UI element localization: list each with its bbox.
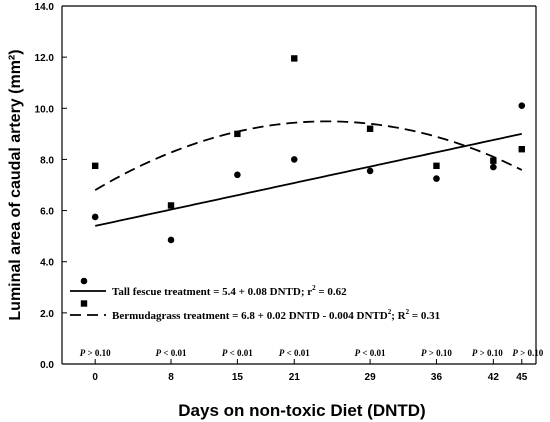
- bermudagrass-point: [167, 202, 175, 209]
- y-tick-label: 2.0: [40, 309, 54, 320]
- y-axis-label: Luminal area of caudal artery (mm²): [7, 49, 24, 320]
- bermudagrass-point: [366, 125, 374, 132]
- p-value-label: P > 0.10: [512, 348, 543, 358]
- x-tick-label: 36: [431, 372, 443, 383]
- y-tick-label: 8.0: [40, 155, 54, 166]
- bermudagrass-point: [91, 162, 99, 170]
- y-tick-label: 10.0: [35, 104, 55, 115]
- bermudagrass-point: [234, 130, 241, 138]
- x-tick-label: 29: [365, 372, 377, 383]
- tall-fescue-point: [234, 171, 241, 179]
- y-tick-label: 6.0: [40, 207, 54, 218]
- p-value-label: P < 0.01: [222, 348, 253, 358]
- legend-entry-tall-fescue: Tall fescue treatment = 5.4 + 0.08 DNTD;…: [112, 284, 347, 298]
- tall-fescue-point: [433, 175, 440, 182]
- legend-circle-marker: [80, 277, 88, 285]
- legend-entry-bermudagrass: Bermudagrass treatment = 6.8 + 0.02 DNTD…: [112, 308, 440, 322]
- legend-square-marker: [80, 300, 88, 307]
- data-points: [91, 55, 526, 244]
- p-value-label: P > 0.10: [472, 348, 503, 358]
- x-axis-label: Days on non-toxic Diet (DNTD): [178, 401, 425, 420]
- tall-fescue-point: [91, 213, 99, 221]
- legend: Tall fescue treatment = 5.4 + 0.08 DNTD;…: [70, 277, 440, 322]
- y-tick-label: 14.0: [35, 2, 55, 13]
- p-value-label: P < 0.01: [355, 348, 386, 358]
- p-value-label: P > 0.10: [421, 348, 452, 358]
- p-value-label: P < 0.01: [156, 348, 187, 358]
- x-tick-label: 8: [168, 372, 174, 383]
- tall-fescue-point: [518, 102, 526, 110]
- bermudagrass-point: [490, 157, 497, 164]
- tall-fescue-fit-line: [94, 132, 522, 227]
- bermudagrass-point: [433, 162, 440, 170]
- tall-fescue-point: [167, 236, 175, 244]
- y-tick-label: 12.0: [35, 53, 55, 64]
- p-value-labels: P > 0.10 P < 0.01 P < 0.01 P < 0.01 P < 0.01…: [80, 348, 544, 358]
- bermudagrass-fit-curve: [94, 120, 523, 191]
- bermudagrass-point: [518, 146, 525, 153]
- x-tick-label: 42: [488, 372, 500, 383]
- tall-fescue-point: [290, 156, 298, 163]
- fit-lines: [94, 120, 523, 227]
- tall-fescue-point: [490, 163, 497, 171]
- x-tick-label: 15: [232, 372, 244, 383]
- bermudagrass-point: [291, 55, 298, 62]
- p-value-label: P > 0.10: [80, 348, 111, 358]
- axes: 0.0 2.0 4.0 6.0 8.0 10.0 12.0 14.0 0 8 15 21 29 36 42 4…: [35, 2, 537, 383]
- y-tick-label: 0.0: [40, 360, 54, 371]
- x-tick-label: 0: [92, 372, 98, 383]
- p-value-label: P < 0.01: [279, 348, 310, 358]
- tall-fescue-point: [366, 167, 374, 175]
- x-tick-label: 21: [289, 372, 301, 383]
- x-tick-label: 45: [516, 372, 528, 383]
- y-tick-label: 4.0: [40, 258, 54, 269]
